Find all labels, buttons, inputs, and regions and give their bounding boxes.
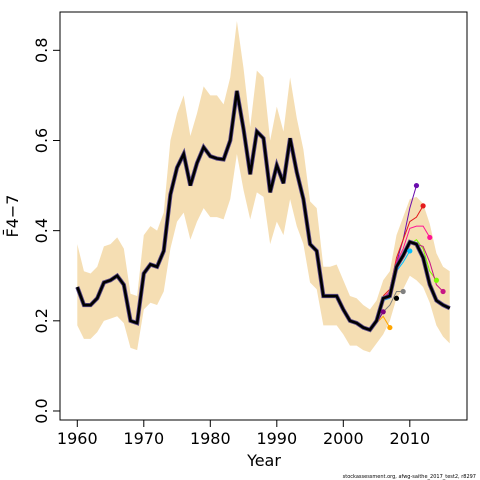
x-axis: 1960 1970 1980 1990 2000 2010 <box>57 420 430 448</box>
endpoint-marker-5 <box>407 248 413 254</box>
y-axis: 0.0 0.2 0.4 0.6 0.8 <box>32 38 60 424</box>
y-tick-label: 0.2 <box>32 308 51 333</box>
endpoint-marker-2 <box>387 324 393 331</box>
endpoint-marker-3 <box>393 295 400 301</box>
plot-frame <box>59 11 468 421</box>
y-tick-label: 0.6 <box>32 128 51 153</box>
main-series-line <box>76 90 451 332</box>
x-axis-title: Year <box>246 451 281 470</box>
endpoint-marker-9 <box>433 277 440 283</box>
x-tick-label: 1970 <box>123 429 164 448</box>
endpoint-marker-7 <box>420 203 426 209</box>
endpoint-marker-6 <box>413 182 420 189</box>
endpoint-layer <box>380 182 446 331</box>
y-tick-label: 0.4 <box>32 218 51 243</box>
confidence-band-layer <box>77 21 450 353</box>
x-tick-label: 1990 <box>256 429 297 448</box>
endpoint-marker-10 <box>440 288 446 295</box>
y-axis-title: F̄4−7 <box>3 195 22 238</box>
x-tick-label: 1980 <box>190 429 231 448</box>
x-tick-label: 1960 <box>57 429 98 448</box>
y-tick-label: 0.8 <box>32 38 51 63</box>
x-tick-label: 2010 <box>389 429 430 448</box>
x-tick-label: 2000 <box>323 429 364 448</box>
retro-series-line-7 <box>376 315 391 328</box>
endpoint-marker-1 <box>380 309 386 315</box>
footnote: stockassessment.org, afwg-saithe_2017_te… <box>343 474 476 480</box>
series-layer <box>75 90 451 333</box>
endpoint-marker-4 <box>400 288 406 295</box>
confidence-band <box>77 21 450 353</box>
retro-series-line-9 <box>416 243 444 292</box>
endpoint-marker-8 <box>427 234 433 241</box>
y-tick-label: 0.0 <box>32 398 51 423</box>
retro-series-line-5 <box>409 238 437 281</box>
